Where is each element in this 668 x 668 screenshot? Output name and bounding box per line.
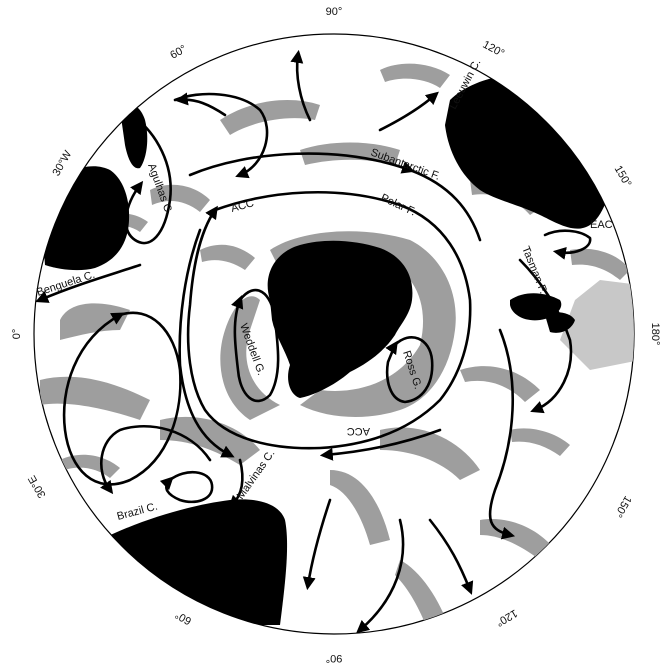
ocean-currents xyxy=(35,49,592,634)
degree-label-top-90: 90° xyxy=(326,6,343,18)
degree-label-right-180: 180° xyxy=(649,323,661,346)
africa xyxy=(40,166,130,271)
label-eac: EAC xyxy=(590,219,613,231)
degree-label-left-0: 0° xyxy=(11,329,23,340)
label-acc-top: ACC xyxy=(230,197,256,215)
degree-label-bottom-120: 120° xyxy=(494,607,520,629)
degree-label-bottom-150: 150° xyxy=(612,494,634,520)
light-shelf-zone xyxy=(560,280,634,370)
degree-label-top-60: 60° xyxy=(168,43,188,62)
antarctica xyxy=(267,240,413,398)
label-acc-bottom: ACC xyxy=(347,425,370,437)
degree-label-top-150: 150° xyxy=(612,164,634,190)
degree-label-bottom-60: 60° xyxy=(173,608,193,627)
degree-label-top-30w: 30°W xyxy=(50,148,74,178)
new-zealand xyxy=(510,293,562,321)
degree-label-bottom-30e: 30°E xyxy=(26,473,48,500)
degree-label-top-120: 120° xyxy=(481,39,507,60)
degree-label-bottom-90: 90° xyxy=(326,652,343,664)
